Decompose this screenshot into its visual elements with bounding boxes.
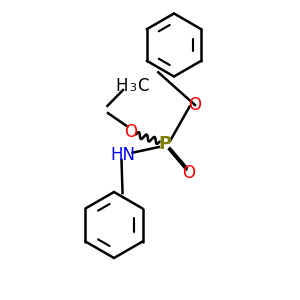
Text: HN: HN (110, 146, 136, 164)
Text: O: O (182, 164, 196, 181)
Text: H: H (116, 76, 128, 94)
Text: P: P (158, 135, 172, 153)
Text: C: C (137, 76, 148, 94)
Text: O: O (124, 123, 137, 141)
Text: O: O (188, 96, 202, 114)
Text: 3: 3 (129, 82, 136, 93)
